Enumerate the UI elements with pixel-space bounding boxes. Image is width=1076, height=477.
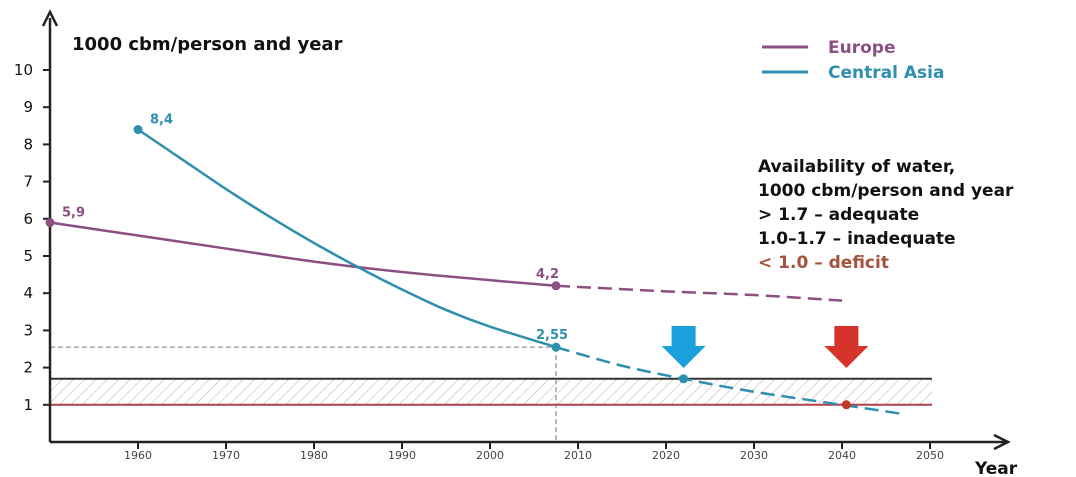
availability-annotation-line: < 1.0 – deficit: [758, 253, 889, 273]
threshold-crossing-point: [679, 374, 689, 384]
y-tick-label: 1: [23, 396, 33, 414]
y-tick-label: 6: [23, 210, 33, 228]
europe-point: [45, 218, 55, 228]
x-tick-label: 1960: [124, 449, 152, 462]
y-tick-label: 10: [14, 61, 33, 79]
europe-point: [551, 281, 561, 291]
central-asia-data-label: 8,4: [150, 113, 173, 128]
x-tick-label: 2030: [740, 449, 768, 462]
legend-label-central-asia: Central Asia: [828, 63, 944, 83]
red-down-arrow-icon: [824, 326, 869, 368]
legend-label-europe: Europe: [828, 38, 895, 58]
availability-annotation-line: 1.0–1.7 – inadequate: [758, 229, 956, 249]
y-tick-label: 5: [23, 247, 33, 265]
x-axis-title: Year: [974, 459, 1018, 477]
europe-projection-line: [555, 284, 843, 302]
central-asia-point: [133, 125, 143, 135]
y-axis-title: 1000 cbm/person and year: [72, 34, 343, 55]
x-tick-label: 1970: [212, 449, 240, 462]
x-tick-label: 2020: [652, 449, 680, 462]
central-asia-line: [137, 128, 557, 349]
y-tick-label: 8: [23, 135, 33, 153]
availability-annotation-line: Availability of water,: [758, 157, 955, 177]
europe-data-label: 5,9: [62, 206, 85, 221]
y-axis-arrow: [41, 9, 59, 27]
x-tick-label: 2040: [828, 449, 856, 462]
availability-annotation-line: > 1.7 – adequate: [758, 205, 919, 225]
x-axis-arrow: [993, 433, 1011, 451]
y-tick-label: 2: [23, 359, 33, 377]
x-tick-label: 1980: [300, 449, 328, 462]
central-asia-projection-line: [555, 345, 904, 416]
x-tick-label: 2010: [564, 449, 592, 462]
europe-line: [49, 221, 557, 288]
inadequate-band: [50, 378, 932, 405]
y-tick-label: 9: [23, 98, 33, 116]
central-asia-point: [551, 342, 561, 352]
y-tick-label: 3: [23, 321, 33, 339]
y-tick-label: 7: [23, 173, 33, 191]
x-tick-label: 2000: [476, 449, 504, 462]
x-tick-label: 2050: [916, 449, 944, 462]
availability-annotation-line: 1000 cbm/person and year: [758, 181, 1014, 201]
blue-down-arrow-icon: [661, 326, 706, 368]
y-tick-label: 4: [23, 284, 33, 302]
central-asia-data-label: 2,55: [536, 328, 568, 343]
x-tick-label: 1990: [388, 449, 416, 462]
threshold-crossing-point: [841, 400, 851, 410]
europe-data-label: 4,2: [536, 267, 559, 282]
